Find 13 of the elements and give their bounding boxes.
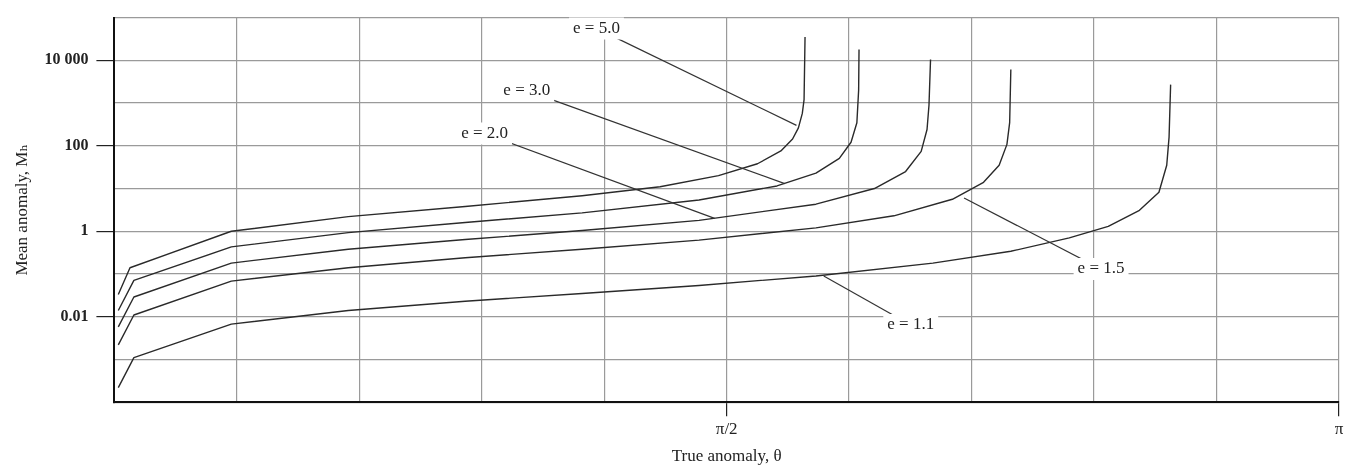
annotation: e = 3.0: [503, 80, 551, 100]
annotation: e = 2.0: [461, 122, 509, 142]
annotation: e = 1.1: [887, 314, 935, 334]
x-tick-label: π/2: [715, 418, 738, 438]
annotation: e = 5.0: [573, 17, 620, 37]
annotation: e = 1.5: [1077, 258, 1125, 278]
y-tick-label: 100: [64, 135, 89, 153]
y-tick-label: 0.01: [60, 306, 89, 324]
y-axis-title: Mean anomaly, Mₕ: [11, 144, 31, 276]
y-tick-label: 10 000: [44, 50, 89, 68]
x-tick-label: π: [1334, 418, 1344, 438]
y-tick-label: 1: [80, 221, 89, 239]
x-axis-title: True anomaly, θ: [671, 446, 782, 466]
